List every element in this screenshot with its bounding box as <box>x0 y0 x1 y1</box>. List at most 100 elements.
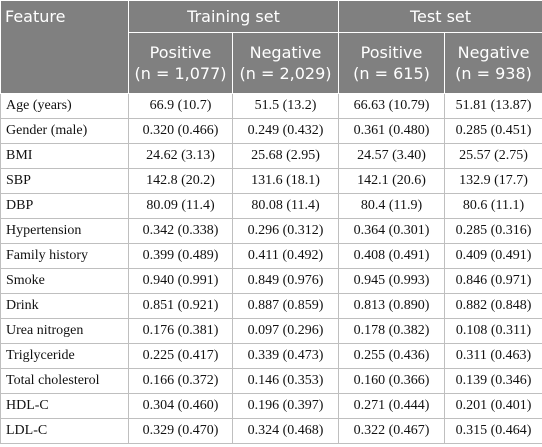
value-cell: 0.399 (0.489) <box>128 243 233 269</box>
value-cell: 0.315 (0.464) <box>444 418 542 444</box>
value-cell: 0.887 (0.859) <box>231 293 340 319</box>
column-header: Positive (n = 615) <box>338 32 446 94</box>
table-row: Smoke 0.940 (0.991) 0.849 (0.976) 0.945 (0.… <box>0 268 542 294</box>
value-cell: 0.201 (0.401) <box>444 393 542 419</box>
value-cell: 0.271 (0.444) <box>338 393 446 419</box>
value-cell: 0.940 (0.991) <box>128 268 233 294</box>
feature-cell: Urea nitrogen <box>0 318 129 344</box>
table-row: DBP 80.09 (11.4) 80.08 (11.4) 80.4 (11.9) 80… <box>0 193 542 219</box>
value-cell: 24.57 (3.40) <box>338 143 446 169</box>
value-cell: 0.146 (0.353) <box>231 368 340 394</box>
value-cell: 0.409 (0.491) <box>444 243 542 269</box>
feature-cell: Total cholesterol <box>0 368 129 394</box>
table-row: Hypertension 0.342 (0.338) 0.296 (0.312) 0.… <box>0 218 542 244</box>
table-row: Family history 0.399 (0.489) 0.411 (0.492)… <box>0 243 542 269</box>
value-cell: 0.178 (0.382) <box>338 318 446 344</box>
table-row: BMI 24.62 (3.13) 25.68 (2.95) 24.57 (3.40) 2… <box>0 143 542 169</box>
feature-cell: Hypertension <box>0 218 129 244</box>
table-body: Age (years) 66.9 (10.7) 51.5 (13.2) 66.63 (… <box>0 93 542 444</box>
group-header: Test set <box>338 0 542 33</box>
value-cell: 0.361 (0.480) <box>338 118 446 144</box>
value-cell: 0.139 (0.346) <box>444 368 542 394</box>
value-cell: 0.166 (0.372) <box>128 368 233 394</box>
value-cell: 25.68 (2.95) <box>231 143 340 169</box>
value-cell: 142.1 (20.6) <box>338 168 446 194</box>
value-cell: 0.285 (0.451) <box>444 118 542 144</box>
value-cell: 0.324 (0.468) <box>231 418 340 444</box>
header-row: Positive (n = 1,077) Negative (n = 2,029) Po… <box>1 32 542 94</box>
column-n: (n = 938) <box>455 64 532 83</box>
value-cell: 131.6 (18.1) <box>231 168 340 194</box>
value-cell: 0.296 (0.312) <box>231 218 340 244</box>
value-cell: 0.285 (0.316) <box>444 218 542 244</box>
value-cell: 0.249 (0.432) <box>231 118 340 144</box>
column-n: (n = 1,077) <box>134 64 227 83</box>
value-cell: 66.63 (10.79) <box>338 93 446 119</box>
value-cell: 80.4 (11.9) <box>338 193 446 219</box>
value-cell: 0.364 (0.301) <box>338 218 446 244</box>
value-cell: 0.882 (0.848) <box>444 293 542 319</box>
column-n: (n = 2,029) <box>239 64 332 83</box>
value-cell: 0.339 (0.473) <box>231 343 340 369</box>
value-cell: 24.62 (3.13) <box>128 143 233 169</box>
value-cell: 0.320 (0.466) <box>128 118 233 144</box>
value-cell: 132.9 (17.7) <box>444 168 542 194</box>
value-cell: 0.304 (0.460) <box>128 393 233 419</box>
value-cell: 66.9 (10.7) <box>128 93 233 119</box>
column-header: Negative (n = 2,029) <box>231 32 340 94</box>
column-header: Negative (n = 938) <box>444 32 542 94</box>
header-cell: Feature <box>0 0 129 94</box>
column-n: (n = 615) <box>353 64 430 83</box>
value-cell: 80.08 (11.4) <box>231 193 340 219</box>
table-row: Gender (male) 0.320 (0.466) 0.249 (0.432) 0… <box>0 118 542 144</box>
table-row: Total cholesterol 0.166 (0.372) 0.146 (0.3… <box>0 368 542 394</box>
column-label: Positive <box>360 43 423 62</box>
value-cell: 0.329 (0.470) <box>128 418 233 444</box>
feature-cell: Smoke <box>0 268 129 294</box>
value-cell: 51.5 (13.2) <box>231 93 340 119</box>
feature-cell: HDL-C <box>0 393 129 419</box>
value-cell: 0.342 (0.338) <box>128 218 233 244</box>
feature-cell: BMI <box>0 143 129 169</box>
value-cell: 0.097 (0.296) <box>231 318 340 344</box>
value-cell: 0.851 (0.921) <box>128 293 233 319</box>
column-label: Positive <box>149 43 212 62</box>
value-cell: 0.225 (0.417) <box>128 343 233 369</box>
feature-cell: Triglyceride <box>0 343 129 369</box>
value-cell: 80.6 (11.1) <box>444 193 542 219</box>
value-cell: 0.311 (0.463) <box>444 343 542 369</box>
column-header: Positive (n = 1,077) <box>128 32 233 94</box>
feature-cell: Gender (male) <box>0 118 129 144</box>
value-cell: 0.160 (0.366) <box>338 368 446 394</box>
table-row: Drink 0.851 (0.921) 0.887 (0.859) 0.813 (0.… <box>0 293 542 319</box>
table-row: HDL-C 0.304 (0.460) 0.196 (0.397) 0.271 (0.… <box>0 393 542 419</box>
column-label: Negative <box>249 43 322 62</box>
value-cell: 0.255 (0.436) <box>338 343 446 369</box>
table-row: Triglyceride 0.225 (0.417) 0.339 (0.473) 0.… <box>0 343 542 369</box>
feature-cell: Family history <box>0 243 129 269</box>
value-cell: 0.322 (0.467) <box>338 418 446 444</box>
feature-cell: Drink <box>0 293 129 319</box>
feature-cell: SBP <box>0 168 129 194</box>
table-row: Age (years) 66.9 (10.7) 51.5 (13.2) 66.63 (… <box>0 93 542 119</box>
value-cell: 142.8 (20.2) <box>128 168 233 194</box>
value-cell: 0.176 (0.381) <box>128 318 233 344</box>
value-cell: 0.196 (0.397) <box>231 393 340 419</box>
value-cell: 0.813 (0.890) <box>338 293 446 319</box>
value-cell: 0.108 (0.311) <box>444 318 542 344</box>
value-cell: 0.849 (0.976) <box>231 268 340 294</box>
table-row: LDL-C 0.329 (0.470) 0.324 (0.468) 0.322 (0.… <box>0 418 542 444</box>
value-cell: 0.945 (0.993) <box>338 268 446 294</box>
table-row: SBP 142.8 (20.2) 131.6 (18.1) 142.1 (20.6) 1… <box>0 168 542 194</box>
header-row: Feature Training set Test set <box>0 0 542 94</box>
group-header: Training set <box>127 0 340 33</box>
feature-cell: Age (years) <box>0 93 129 119</box>
value-cell: 80.09 (11.4) <box>128 193 233 219</box>
column-label: Negative <box>457 43 530 62</box>
feature-cell: LDL-C <box>0 418 129 444</box>
table-row: Urea nitrogen 0.176 (0.381) 0.097 (0.296) 0… <box>0 318 542 344</box>
value-cell: 51.81 (13.87) <box>444 93 542 119</box>
value-cell: 0.846 (0.971) <box>444 268 542 294</box>
